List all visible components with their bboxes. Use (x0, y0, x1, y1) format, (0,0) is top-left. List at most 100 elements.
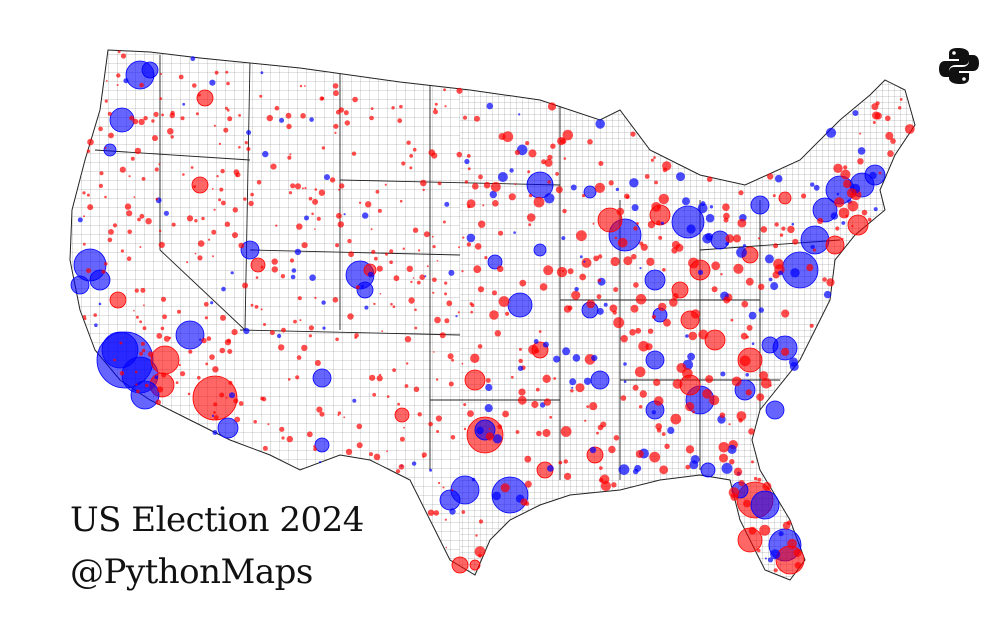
republican-dot (127, 229, 132, 235)
republican-dot (238, 146, 241, 149)
republican-dot (83, 215, 85, 218)
republican-dot (757, 477, 762, 482)
republican-dot (620, 395, 627, 401)
republican-dot (333, 90, 339, 97)
democrat-dot (841, 221, 846, 225)
republican-dot (427, 509, 435, 516)
democrat-dot (484, 404, 493, 413)
republican-dot (878, 171, 882, 175)
republican-dot (586, 405, 590, 408)
democrat-dot (279, 117, 285, 123)
republican-dot (182, 173, 185, 176)
republican-dot (706, 176, 713, 182)
republican-dot (871, 103, 879, 111)
democrat-bubble (750, 195, 770, 215)
republican-dot (494, 330, 501, 337)
republican-dot (623, 256, 633, 266)
republican-dot (688, 257, 699, 269)
republican-dot (461, 510, 466, 514)
republican-dot (647, 328, 654, 334)
republican-dot (82, 315, 87, 319)
republican-dot (197, 375, 201, 380)
democrat-dot (764, 254, 774, 264)
republican-dot (629, 329, 636, 336)
republican-dot (113, 358, 116, 362)
republican-dot (801, 193, 807, 199)
republican-dot (781, 347, 790, 356)
republican-dot (812, 248, 817, 252)
democrat-bubble (750, 490, 780, 520)
republican-dot (659, 465, 669, 475)
republican-dot (158, 163, 161, 166)
republican-dot (212, 255, 214, 258)
republican-dot (351, 151, 357, 156)
republican-dot (386, 450, 388, 453)
republican-dot (417, 412, 422, 417)
democrat-bubble (765, 400, 785, 420)
republican-dot (104, 146, 107, 149)
republican-dot (535, 387, 540, 392)
democrat-bubble (671, 205, 705, 239)
republican-dot (155, 399, 161, 406)
democrat-bubble (312, 368, 332, 388)
republican-dot (457, 311, 460, 314)
republican-dot (299, 84, 303, 88)
republican-dot (482, 204, 485, 207)
republican-dot (139, 320, 143, 324)
republican-dot (412, 277, 415, 279)
republican-dot (840, 169, 851, 180)
republican-dot (483, 181, 491, 189)
democrat-dot (553, 355, 561, 363)
republican-dot (197, 255, 203, 261)
democrat-dot (615, 187, 620, 192)
republican-dot (533, 196, 545, 208)
democrat-dot (791, 222, 795, 226)
republican-dot (290, 183, 296, 189)
republican-dot (297, 296, 302, 301)
republican-dot (773, 568, 778, 573)
republican-dot (134, 370, 138, 374)
republican-dot (332, 297, 339, 303)
republican-dot (782, 521, 791, 530)
republican-dot (343, 416, 346, 419)
republican-dot (492, 290, 497, 296)
republican-dot (759, 371, 769, 381)
democrat-bubble (130, 380, 160, 410)
democrat-dot (455, 315, 458, 318)
republican-dot (399, 104, 403, 109)
republican-dot (477, 286, 485, 293)
republican-dot (227, 349, 233, 354)
republican-dot (275, 224, 278, 227)
republican-dot (547, 102, 557, 111)
republican-dot (833, 163, 843, 173)
republican-dot (738, 418, 743, 423)
democrat-dot (411, 461, 417, 466)
republican-dot (456, 151, 463, 158)
republican-dot (651, 202, 662, 212)
republican-dot (248, 200, 254, 207)
republican-dot (186, 261, 189, 264)
republican-dot (608, 180, 614, 186)
republican-dot (392, 305, 396, 309)
republican-dot (730, 492, 739, 501)
democrat-dot (291, 268, 297, 273)
republican-dot (575, 383, 585, 393)
republican-dot (613, 317, 625, 329)
republican-dot (348, 251, 354, 258)
republican-dot (419, 274, 426, 281)
republican-dot (890, 138, 896, 144)
republican-dot (502, 410, 509, 418)
republican-dot (478, 519, 484, 524)
republican-dot (485, 432, 494, 441)
republican-dot (478, 174, 483, 180)
republican-dot (177, 309, 181, 314)
democrat-dot (509, 168, 514, 173)
republican-dot (570, 389, 574, 393)
democrat-dot (810, 244, 815, 250)
democrat-dot (123, 78, 129, 84)
republican-dot (392, 368, 396, 372)
democrat-dot (720, 371, 726, 377)
republican-dot (190, 166, 194, 169)
